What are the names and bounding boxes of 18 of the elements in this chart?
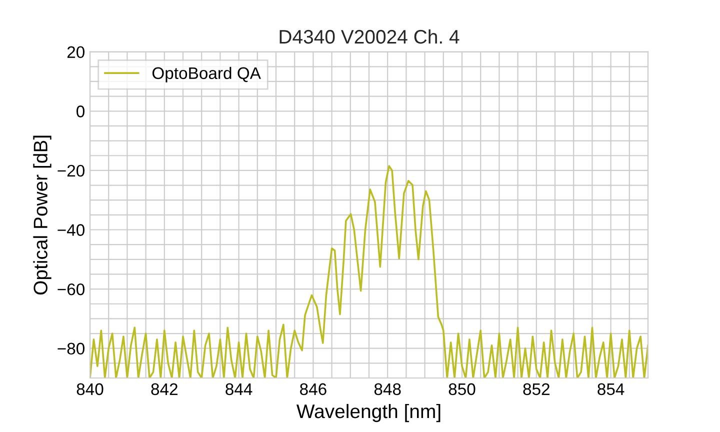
- x-tick-label: 854: [598, 383, 624, 396]
- x-tick-label: 844: [226, 383, 252, 396]
- x-tick-label: 850: [448, 383, 476, 396]
- chart-title: D4340 V20024 Ch. 4: [280, 29, 460, 44]
- y-tick-label: −80: [58, 342, 84, 355]
- y-tick-label: 20: [67, 46, 84, 58]
- x-tick-label: 840: [76, 383, 104, 396]
- x-tick-label: 846: [300, 383, 326, 396]
- x-tick-label: 848: [374, 383, 401, 396]
- y-tick-label: −60: [58, 283, 84, 296]
- x-axis-title: Wavelength [nm]: [296, 404, 440, 422]
- y-axis-title: Optical Power [dB]: [33, 136, 52, 295]
- y-tick-label: −20: [58, 164, 84, 177]
- legend-label: OptoBoard QA: [152, 66, 261, 82]
- x-tick-label: 842: [151, 383, 178, 396]
- x-tick-label: 852: [523, 383, 550, 396]
- y-tick-label: −40: [58, 224, 84, 236]
- y-tick-label: 0: [76, 106, 84, 118]
